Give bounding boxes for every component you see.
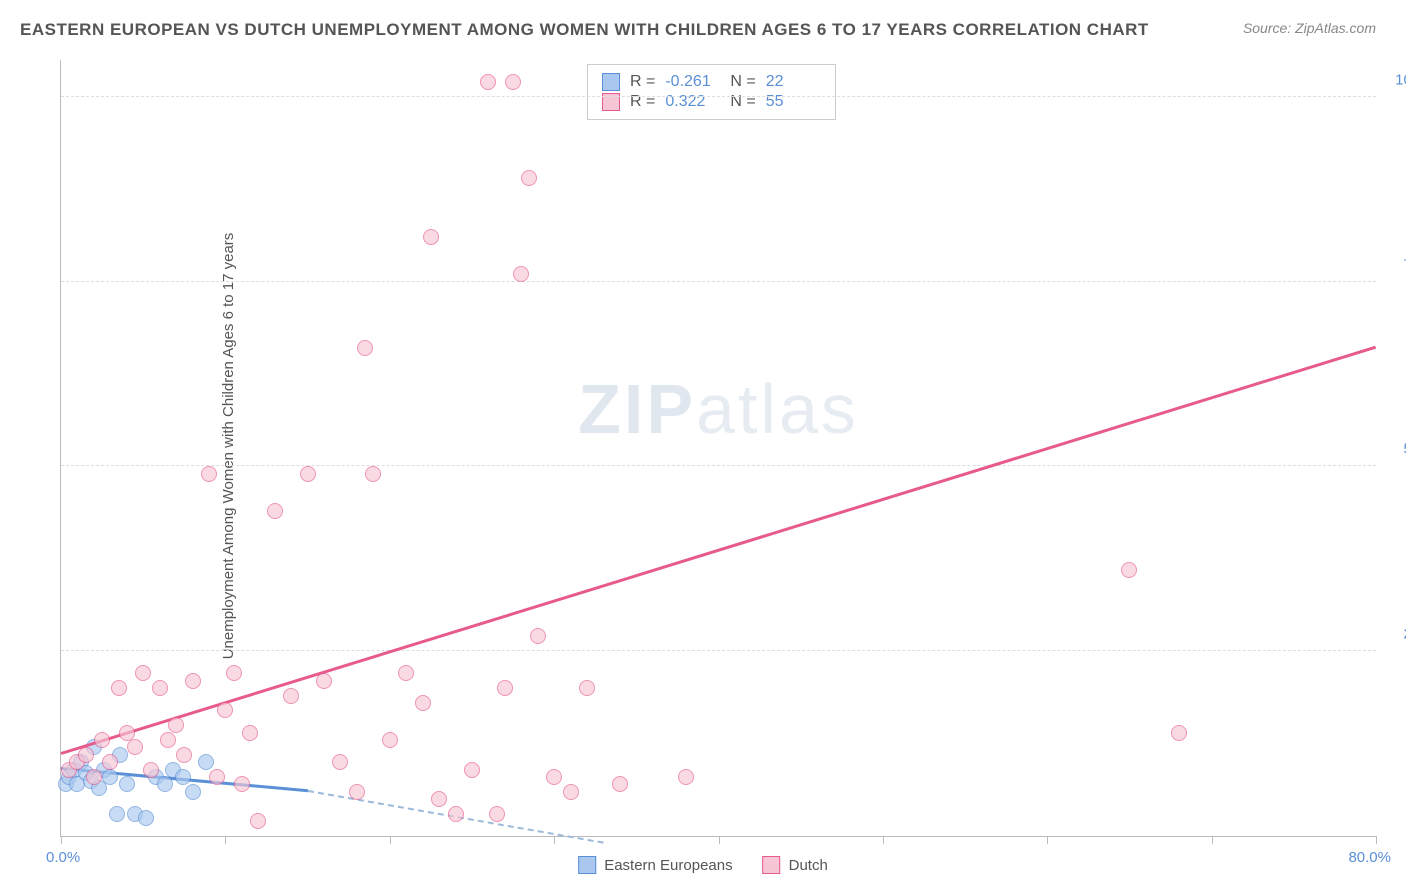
data-point (157, 776, 173, 792)
y-tick-label: 50.0% (1386, 441, 1406, 458)
data-point (109, 806, 125, 822)
swatch-icon (602, 73, 620, 91)
data-point (217, 702, 233, 718)
gridline (61, 281, 1376, 282)
data-point (521, 170, 537, 186)
data-point (209, 769, 225, 785)
data-point (563, 784, 579, 800)
data-point (497, 680, 513, 696)
data-point (530, 628, 546, 644)
y-tick-label: 25.0% (1386, 626, 1406, 643)
data-point (316, 673, 332, 689)
data-point (143, 762, 159, 778)
data-point (480, 74, 496, 90)
data-point (546, 769, 562, 785)
data-point (234, 776, 250, 792)
x-tick (61, 836, 62, 844)
data-point (135, 665, 151, 681)
x-tick (883, 836, 884, 844)
data-point (176, 747, 192, 763)
stats-row: R = -0.261 N = 22 (602, 73, 821, 91)
data-point (489, 806, 505, 822)
legend-item: Eastern Europeans (578, 856, 732, 874)
data-point (513, 266, 529, 282)
legend-item: Dutch (763, 856, 828, 874)
data-point (1121, 562, 1137, 578)
data-point (160, 732, 176, 748)
x-tick (1212, 836, 1213, 844)
swatch-icon (763, 856, 781, 874)
data-point (78, 747, 94, 763)
x-tick (225, 836, 226, 844)
data-point (242, 725, 258, 741)
chart-legend: Eastern Europeans Dutch (578, 856, 828, 874)
gridline (61, 96, 1376, 97)
source-label: Source: ZipAtlas.com (1243, 20, 1376, 36)
data-point (138, 810, 154, 826)
x-tick (554, 836, 555, 844)
scatter-chart: ZIPatlas R = -0.261 N = 22 R = 0.322 N =… (60, 60, 1376, 837)
data-point (398, 665, 414, 681)
x-tick (390, 836, 391, 844)
x-tick (1047, 836, 1048, 844)
x-axis-max-label: 80.0% (1348, 849, 1391, 866)
data-point (250, 813, 266, 829)
data-point (201, 466, 217, 482)
data-point (86, 769, 102, 785)
data-point (415, 695, 431, 711)
data-point (332, 754, 348, 770)
data-point (119, 725, 135, 741)
x-tick (1376, 836, 1377, 844)
data-point (423, 229, 439, 245)
data-point (365, 466, 381, 482)
correlation-stats-box: R = -0.261 N = 22 R = 0.322 N = 55 (587, 64, 836, 120)
data-point (300, 466, 316, 482)
data-point (464, 762, 480, 778)
data-point (283, 688, 299, 704)
data-point (102, 754, 118, 770)
data-point (1171, 725, 1187, 741)
gridline (61, 650, 1376, 651)
data-point (102, 769, 118, 785)
data-point (349, 784, 365, 800)
data-point (119, 776, 135, 792)
data-point (678, 769, 694, 785)
watermark: ZIPatlas (578, 369, 859, 449)
x-axis-min-label: 0.0% (46, 849, 80, 866)
chart-title: EASTERN EUROPEAN VS DUTCH UNEMPLOYMENT A… (20, 20, 1149, 40)
data-point (127, 739, 143, 755)
y-tick-label: 75.0% (1386, 256, 1406, 273)
gridline (61, 465, 1376, 466)
data-point (226, 665, 242, 681)
y-tick-label: 100.0% (1386, 71, 1406, 88)
data-point (448, 806, 464, 822)
data-point (198, 754, 214, 770)
swatch-icon (578, 856, 596, 874)
data-point (111, 680, 127, 696)
data-point (579, 680, 595, 696)
data-point (168, 717, 184, 733)
data-point (152, 680, 168, 696)
data-point (185, 673, 201, 689)
data-point (175, 769, 191, 785)
trend-line (61, 345, 1377, 754)
data-point (382, 732, 398, 748)
data-point (357, 340, 373, 356)
data-point (185, 784, 201, 800)
data-point (267, 503, 283, 519)
x-tick (719, 836, 720, 844)
data-point (505, 74, 521, 90)
data-point (431, 791, 447, 807)
data-point (612, 776, 628, 792)
data-point (94, 732, 110, 748)
